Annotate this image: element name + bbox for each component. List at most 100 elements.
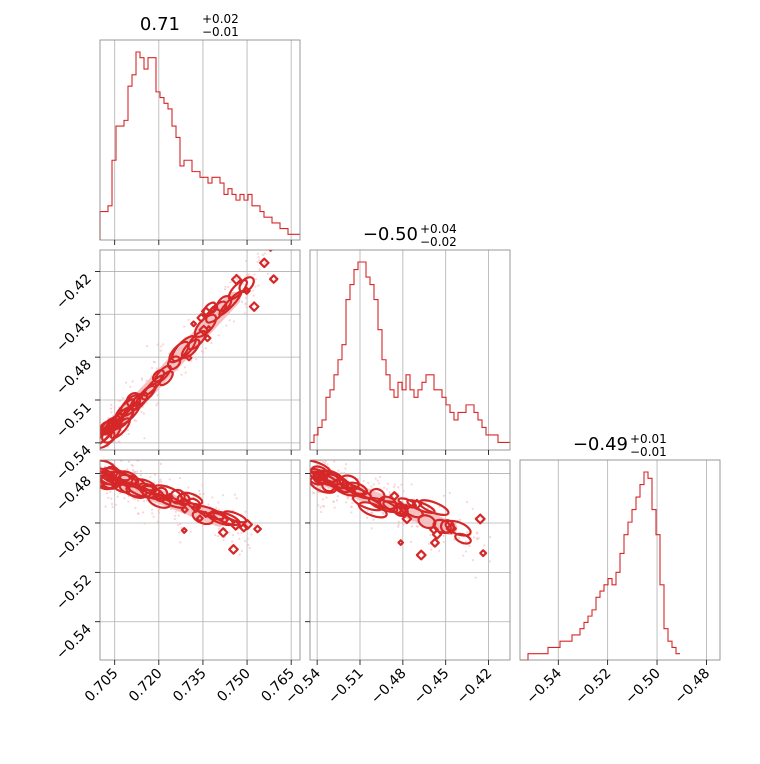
scatter-panel-2-contour-island — [230, 519, 242, 531]
scatter-panel-3-point — [476, 531, 479, 534]
hist-panel-2-line — [309, 261, 510, 450]
scatter-panel-3-point — [464, 540, 467, 543]
scatter-panel-1-point — [253, 273, 256, 276]
scatter-panel-3-contour — [406, 499, 436, 514]
scatter-panel-2-point — [110, 450, 112, 452]
scatter-panel-2-point — [231, 540, 234, 543]
scatter-panel-2-contour-island — [228, 544, 239, 555]
scatter-panel-2-contour-island — [195, 514, 204, 523]
scatter-panel-3-point — [335, 499, 339, 502]
scatter-panel-1-contour-island — [268, 274, 279, 284]
scatter-panel-2-point — [106, 492, 109, 495]
scatter-panel-1-point — [113, 406, 116, 409]
scatter-panel-3-point — [344, 463, 348, 466]
hist-panel-3-grid — [557, 460, 707, 660]
title-param-1: 0.71 — [140, 14, 180, 35]
scatter-panel-2-xtick-label-3: 0.750 — [214, 666, 254, 706]
scatter-panel-2-marks — [97, 450, 262, 556]
scatter-panel-2-contour-island — [180, 505, 189, 514]
scatter-panel-2-contour-island — [202, 510, 210, 518]
scatter-panel-3-contour-island — [474, 513, 486, 525]
scatter-panel-1-point — [117, 399, 120, 402]
scatter-panel-1-point — [257, 256, 260, 259]
scatter-panel-3-contour-island — [445, 522, 457, 535]
scatter-panel-2-point — [157, 480, 161, 483]
scatter-panel-2-point — [110, 502, 114, 506]
scatter-panel-3-contour-island — [411, 498, 423, 510]
scatter-panel-3-point — [483, 544, 486, 547]
scatter-panel-1-point — [217, 334, 220, 337]
scatter-panel-2-contour-island — [181, 498, 190, 506]
scatter-panel-2-point — [250, 533, 253, 536]
scatter-panel-2-point — [207, 503, 210, 506]
scatter-panel-2-point — [127, 495, 131, 498]
scatter-panel-2-point — [217, 508, 220, 511]
scatter-panel-1-point — [134, 419, 138, 422]
scatter-panel-3-point — [332, 500, 335, 503]
scatter-panel-1-point — [258, 268, 261, 271]
scatter-panel-1-point — [261, 253, 264, 256]
hist-panel-3-line — [520, 471, 680, 661]
scatter-panel-3-point — [350, 511, 353, 514]
scatter-panel-2-point — [215, 506, 218, 509]
scatter-panel-1-point — [187, 318, 190, 321]
scatter-panel-2-point — [137, 512, 140, 515]
scatter-panel-2-point — [238, 553, 241, 556]
scatter-panel-1-point — [109, 455, 111, 457]
scatter-panel-3-point — [442, 540, 445, 544]
scatter-panel-1-frame — [99, 249, 301, 451]
scatter-panel-2-point — [173, 517, 176, 521]
scatter-panel-1-point — [94, 435, 96, 437]
scatter-panel-1-point — [119, 399, 122, 402]
scatter-panel-1-contour-island — [209, 305, 218, 314]
scatter-panel-2-point — [140, 457, 142, 459]
scatter-panel-3-point — [458, 518, 462, 521]
scatter-panel-2-point — [159, 478, 162, 481]
scatter-panel-1-point — [254, 285, 257, 288]
scatter-panel-2-xtick-label-1: 0.720 — [126, 666, 166, 706]
scatter-panel-3-point — [427, 542, 431, 546]
title-param-1-lower: −0.01 — [202, 25, 239, 39]
scatter-panel-2-point — [153, 481, 156, 484]
scatter-panel-2-point — [180, 526, 183, 530]
scatter-panel-2-point — [177, 523, 180, 527]
scatter-panel-3-contour-island — [401, 513, 413, 525]
scatter-panel-2-point — [134, 497, 137, 501]
scatter-panel-2-point — [137, 499, 140, 502]
scatter-panel-1-point — [243, 312, 246, 315]
scatter-panel-2-point — [118, 457, 120, 459]
scatter-panel-2-point — [174, 514, 177, 517]
scatter-panel-3-contour-island — [402, 503, 410, 512]
scatter-panel-1-point — [155, 404, 158, 407]
scatter-panel-2-point — [153, 473, 157, 476]
scatter-panel-1-marks — [94, 250, 279, 457]
scatter-panel-2-point — [217, 501, 220, 504]
scatter-panel-3-contour — [454, 532, 472, 545]
scatter-panel-1-point — [156, 402, 159, 405]
scatter-panel-2-point — [150, 508, 154, 511]
scatter-panel-3-point — [474, 576, 477, 579]
scatter-panel-1-point — [97, 414, 99, 416]
scatter-panel-3-contour-island — [415, 549, 427, 561]
scatter-panel-1-point — [256, 260, 259, 264]
title-param-3: −0.49 — [573, 434, 628, 455]
scatter-panel-3-point — [471, 559, 474, 562]
scatter-panel-1-point — [245, 306, 248, 309]
scatter-panel-1-contour — [227, 279, 249, 301]
scatter-panel-2-point — [198, 489, 201, 492]
scatter-panel-2-xtick-label-2: 0.735 — [170, 666, 210, 706]
scatter-panel-2-point — [145, 499, 148, 502]
scatter-panel-2-point — [143, 500, 146, 503]
scatter-panel-1-point — [251, 289, 254, 292]
scatter-panel-3-point — [323, 462, 326, 465]
scatter-panel-1-contour-island — [190, 320, 198, 328]
title-param-2-upper: +0.04 — [420, 222, 457, 236]
scatter-panel-1-point — [184, 371, 187, 374]
scatter-panel-2-point — [231, 534, 235, 537]
scatter-panel-1-point — [110, 403, 113, 407]
scatter-panel-1-contour — [215, 294, 233, 312]
scatter-panel-2-point — [97, 489, 99, 491]
scatter-panel-1-point — [254, 277, 258, 281]
scatter-panel-1-point — [192, 356, 195, 359]
scatter-panel-2-point — [97, 493, 99, 495]
